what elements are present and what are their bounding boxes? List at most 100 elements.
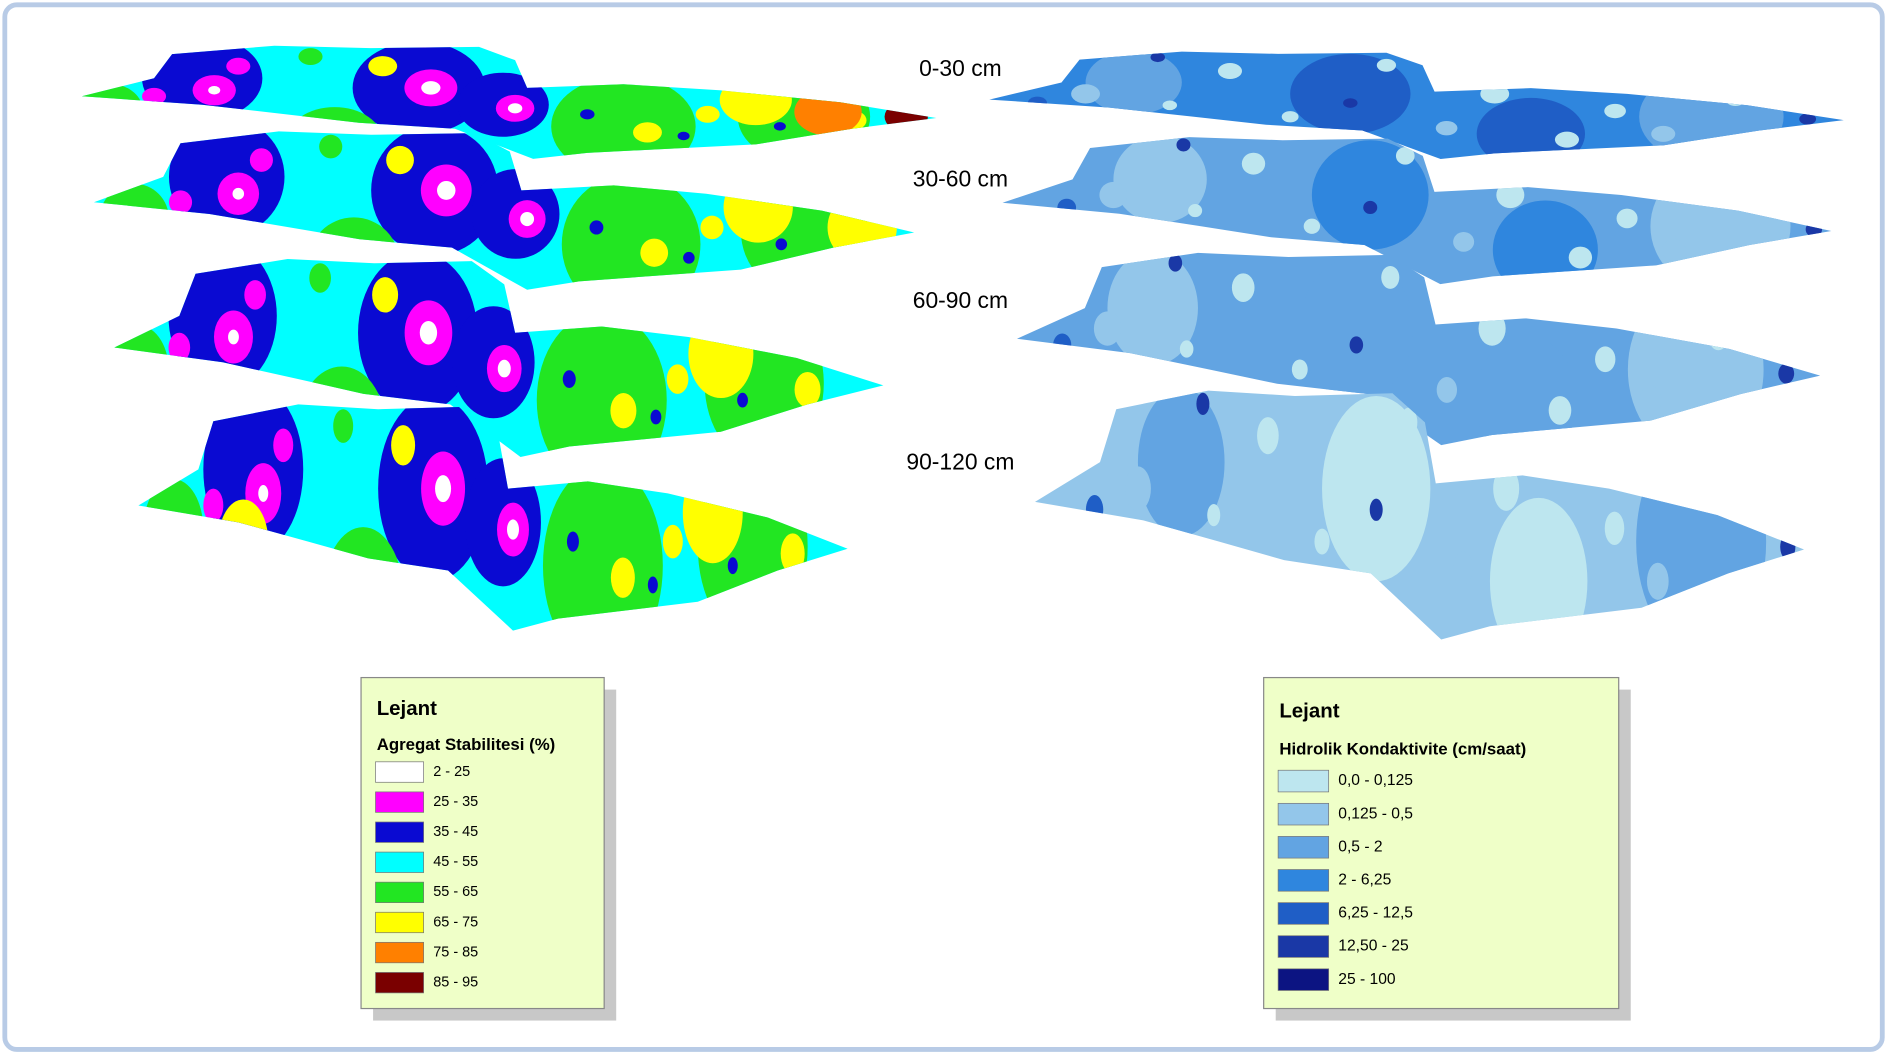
figure: 0-30 cm 30-60 cm 60-90 cm 90-120 cm LejantA…: [0, 0, 1887, 1054]
map-zone: [567, 531, 579, 551]
map-zone: [728, 557, 738, 574]
map-zone: [421, 81, 440, 94]
depth-label: 0-30 cm: [919, 55, 1002, 81]
map-zone: [1363, 201, 1377, 214]
map-zone: [1377, 59, 1396, 72]
legend-label: 75 - 85: [433, 944, 478, 960]
map-zone: [309, 263, 331, 292]
legend-swatch: [1278, 836, 1329, 858]
map-zone: [1381, 266, 1399, 289]
map-zone: [508, 103, 522, 113]
depth-label: 30-60 cm: [913, 166, 1008, 192]
map-zone: [640, 239, 668, 267]
legend-swatch: [1278, 969, 1329, 991]
map-zone: [590, 220, 604, 234]
map-zone: [683, 252, 695, 264]
map-zone: [1605, 512, 1624, 545]
depth-label: 60-90 cm: [913, 287, 1008, 313]
map-zone: [700, 216, 723, 240]
legend-label: 25 - 35: [433, 794, 478, 810]
map-zone: [1176, 138, 1190, 151]
map-zone: [667, 364, 689, 393]
map-zone: [233, 188, 245, 200]
legend-swatch: [1278, 803, 1329, 825]
map-zone: [368, 56, 397, 76]
map-zone: [648, 576, 658, 593]
legend-swatch: [375, 792, 423, 812]
map-zone: [1188, 204, 1202, 217]
map-zone: [1196, 393, 1209, 415]
scaled-root: 0-30 cm 30-60 cm 60-90 cm 90-120 cm LejantA…: [5, 5, 1882, 1050]
legend-swatch: [1278, 770, 1329, 792]
legend-label: 85 - 95: [433, 974, 478, 990]
map-zone: [611, 557, 635, 597]
map-zone: [435, 475, 451, 502]
map-zone: [1651, 126, 1675, 142]
map-zone: [1350, 336, 1364, 353]
map-zone: [776, 238, 788, 250]
map-zone: [391, 425, 415, 465]
legend-swatch: [375, 942, 423, 962]
map-zone: [273, 428, 293, 462]
legend-swatch: [375, 822, 423, 842]
map-zone: [1437, 377, 1457, 403]
legend-label: 12,50 - 25: [1338, 938, 1409, 955]
map-zone: [1549, 396, 1572, 425]
map-zone: [498, 360, 511, 378]
map-zone: [1604, 104, 1626, 118]
map-zone: [1242, 153, 1265, 175]
legend-label: 2 - 6,25: [1338, 871, 1391, 888]
page: 0-30 cm 30-60 cm 60-90 cm 90-120 cm LejantA…: [0, 0, 1887, 1054]
map-zone: [795, 372, 821, 407]
map-zone: [386, 146, 414, 174]
legend-label: 65 - 75: [433, 914, 478, 930]
map-zone: [420, 321, 437, 345]
map-zone: [1099, 182, 1127, 208]
legend-label: 2 - 25: [433, 764, 470, 780]
legend-swatch: [375, 912, 423, 932]
map-zone: [610, 393, 636, 428]
legend-swatch: [1278, 870, 1329, 892]
legend-label: 6,25 - 12,5: [1338, 905, 1413, 922]
depth-label: 90-120 cm: [906, 448, 1014, 474]
map-zone: [1343, 98, 1357, 108]
map-zone: [226, 58, 250, 75]
map-zone: [258, 485, 268, 502]
legend-swatch: [1278, 903, 1329, 925]
map-zone: [1257, 417, 1279, 454]
legend-swatch: [375, 972, 423, 992]
map-zone: [580, 109, 594, 119]
legend-label: 55 - 65: [433, 884, 478, 900]
map-zone: [774, 122, 786, 130]
map-zone: [333, 409, 353, 443]
map-zone: [298, 48, 322, 65]
map-zone: [663, 525, 683, 559]
map-zone: [1232, 273, 1255, 302]
legend-subtitle: Hidrolik Kondaktivite (cm/saat): [1279, 740, 1526, 759]
map-zone: [1071, 84, 1100, 103]
map-zone: [208, 86, 220, 94]
map-zone: [563, 370, 576, 388]
map-zone: [437, 181, 455, 200]
map-zone: [1218, 63, 1242, 79]
map-zone: [1207, 504, 1220, 526]
legend-title: Lejant: [377, 697, 437, 720]
map-zone: [1314, 529, 1329, 555]
map-zone: [1169, 254, 1183, 271]
map-zone: [1555, 132, 1579, 148]
legend-title: Lejant: [1279, 699, 1339, 722]
map-zone: [1125, 466, 1151, 510]
map-zone: [1647, 563, 1669, 600]
map-zone: [1595, 346, 1615, 372]
map-zone: [737, 393, 748, 408]
map-zone: [1163, 101, 1177, 111]
legend-label: 25 - 100: [1338, 971, 1396, 988]
map-zone: [244, 280, 266, 309]
map-zone: [1292, 359, 1308, 379]
map-zone: [1282, 111, 1299, 122]
map-zone: [1569, 247, 1592, 269]
map-zone: [1304, 219, 1320, 234]
map-zone: [1560, 576, 1582, 613]
